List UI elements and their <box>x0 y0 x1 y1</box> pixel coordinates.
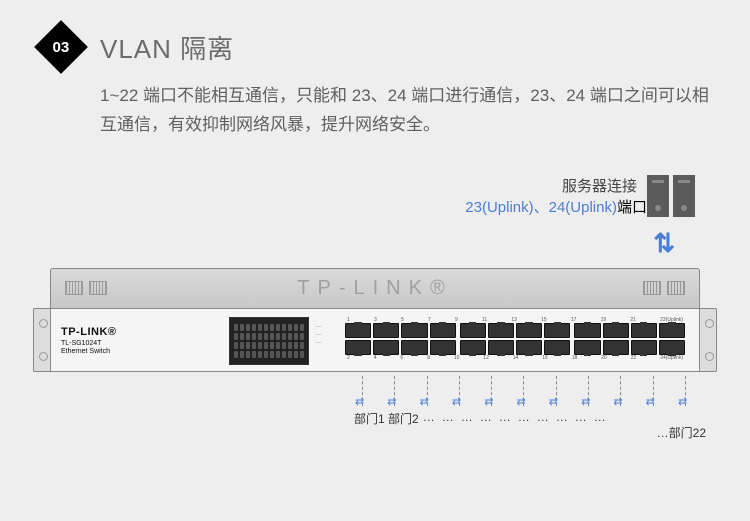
server-ports: 23(Uplink)、24(Uplink)端口 <box>465 196 647 217</box>
ethernet-port <box>460 340 486 355</box>
swap-arrow-icon: ⇄ <box>581 395 590 408</box>
swap-arrow-icon: ⇄ <box>613 395 622 408</box>
section-title: VLAN 隔离 <box>100 29 234 66</box>
updown-arrow-icon: ⇅ <box>653 228 675 259</box>
dept-dots: … <box>423 410 434 427</box>
uplink-suffix: 端口 <box>617 199 647 216</box>
switch-subtitle: Ethernet Switch <box>61 348 209 355</box>
swap-arrow-icon: ⇄ <box>420 395 429 408</box>
department-labels: 部门1 部门2… … … … … … … … … … <box>354 406 694 427</box>
switch-label-block: TP-LINK® TL-SG1024T Ethernet Switch <box>51 320 219 361</box>
department-lines: ⇄⇄⇄⇄⇄⇄⇄⇄⇄⇄⇄ <box>354 376 694 406</box>
port-rows <box>345 323 685 355</box>
server-label: 服务器连接 <box>465 175 637 196</box>
dept-connector: ⇄ <box>459 376 460 406</box>
dept-dots: … <box>556 410 567 427</box>
switch-model: TL-SG1024T <box>61 340 209 347</box>
dept-dots: … <box>575 410 586 427</box>
swap-arrow-icon: ⇄ <box>387 395 396 408</box>
dept-connector: ⇄ <box>394 376 395 406</box>
ethernet-port <box>373 340 399 355</box>
dept-connector: ⇄ <box>620 376 621 406</box>
ethernet-port <box>345 323 371 338</box>
switch-brand: TP-LINK® <box>61 326 209 338</box>
dept-dots: … <box>461 410 472 427</box>
dept-connector: ⇄ <box>588 376 589 406</box>
ethernet-port <box>574 340 600 355</box>
swap-arrow-icon: ⇄ <box>452 395 461 408</box>
badge-number: 03 <box>53 39 70 56</box>
ethernet-port <box>373 323 399 338</box>
vent-icon <box>667 281 685 295</box>
server-icons <box>647 175 695 217</box>
dept-connector: ⇄ <box>653 376 654 406</box>
dept-1: 部门1 <box>354 410 385 427</box>
ethernet-port <box>460 323 486 338</box>
ethernet-port <box>631 323 657 338</box>
ethernet-port <box>516 340 542 355</box>
vent-icon <box>65 281 83 295</box>
ethernet-port <box>603 340 629 355</box>
ethernet-port <box>659 340 685 355</box>
dept-connector: ⇄ <box>491 376 492 406</box>
dept-2: 部门2 <box>388 410 419 427</box>
server-text-block: 服务器连接 23(Uplink)、24(Uplink)端口 <box>465 175 647 217</box>
uplink-ports: 23(Uplink)、24(Uplink) <box>465 199 617 216</box>
section-description: 1~22 端口不能相互通信，只能和 23、24 端口进行通信，23、24 端口之… <box>0 66 750 140</box>
header-row: 03 VLAN 隔离 <box>0 0 750 66</box>
dept-dots: … <box>518 410 529 427</box>
dept-connector: ⇄ <box>685 376 686 406</box>
dept-dots: … <box>442 410 453 427</box>
ethernet-port <box>631 340 657 355</box>
ethernet-port <box>516 323 542 338</box>
dept-connector: ⇄ <box>427 376 428 406</box>
ethernet-port <box>430 340 456 355</box>
dept-dots: … <box>499 410 510 427</box>
swap-arrow-icon: ⇄ <box>678 395 687 408</box>
dept-dots: … <box>594 410 605 427</box>
ethernet-port <box>603 323 629 338</box>
ethernet-port <box>488 340 514 355</box>
dept-connector: ⇄ <box>362 376 363 406</box>
server-row: 服务器连接 23(Uplink)、24(Uplink)端口 <box>465 175 695 217</box>
ethernet-port <box>430 323 456 338</box>
switch-top-logo: TP-LINK® <box>297 277 452 300</box>
port-numbers-bottom: 24681012141618202224(Uplink) <box>345 355 685 361</box>
dept-connector: ⇄ <box>556 376 557 406</box>
dept-22: …部门22 <box>657 424 706 441</box>
dept-dots: … <box>480 410 491 427</box>
swap-arrow-icon: ⇄ <box>355 395 364 408</box>
ethernet-port <box>401 323 427 338</box>
ethernet-port <box>401 340 427 355</box>
ethernet-port <box>544 340 570 355</box>
ethernet-port <box>488 323 514 338</box>
rack-ear <box>699 308 717 372</box>
rack-ear <box>33 308 51 372</box>
led-panel <box>229 317 309 365</box>
mid-labels: ············ <box>315 323 322 347</box>
switch-device: TP-LINK® TP-LINK® TL-SG1024T Ethernet Sw… <box>50 268 700 372</box>
swap-arrow-icon: ⇄ <box>484 395 493 408</box>
ethernet-port <box>659 323 685 338</box>
swap-arrow-icon: ⇄ <box>646 395 655 408</box>
swap-arrow-icon: ⇄ <box>549 395 558 408</box>
server-icon <box>647 175 669 217</box>
department-area: ⇄⇄⇄⇄⇄⇄⇄⇄⇄⇄⇄ 部门1 部门2… … … … … … … … … … …… <box>354 376 694 427</box>
vent-icon <box>643 281 661 295</box>
server-icon <box>673 175 695 217</box>
ethernet-port <box>544 323 570 338</box>
dept-dots: … <box>537 410 548 427</box>
switch-top-panel: TP-LINK® <box>50 268 700 308</box>
ethernet-port <box>574 323 600 338</box>
swap-arrow-icon: ⇄ <box>516 395 525 408</box>
ethernet-port <box>345 340 371 355</box>
dept-connector: ⇄ <box>523 376 524 406</box>
ports-area: 1357911131517192123(Uplink) 246810121416… <box>345 317 685 361</box>
switch-front-panel: TP-LINK® TL-SG1024T Ethernet Switch ····… <box>50 308 700 372</box>
vent-icon <box>89 281 107 295</box>
